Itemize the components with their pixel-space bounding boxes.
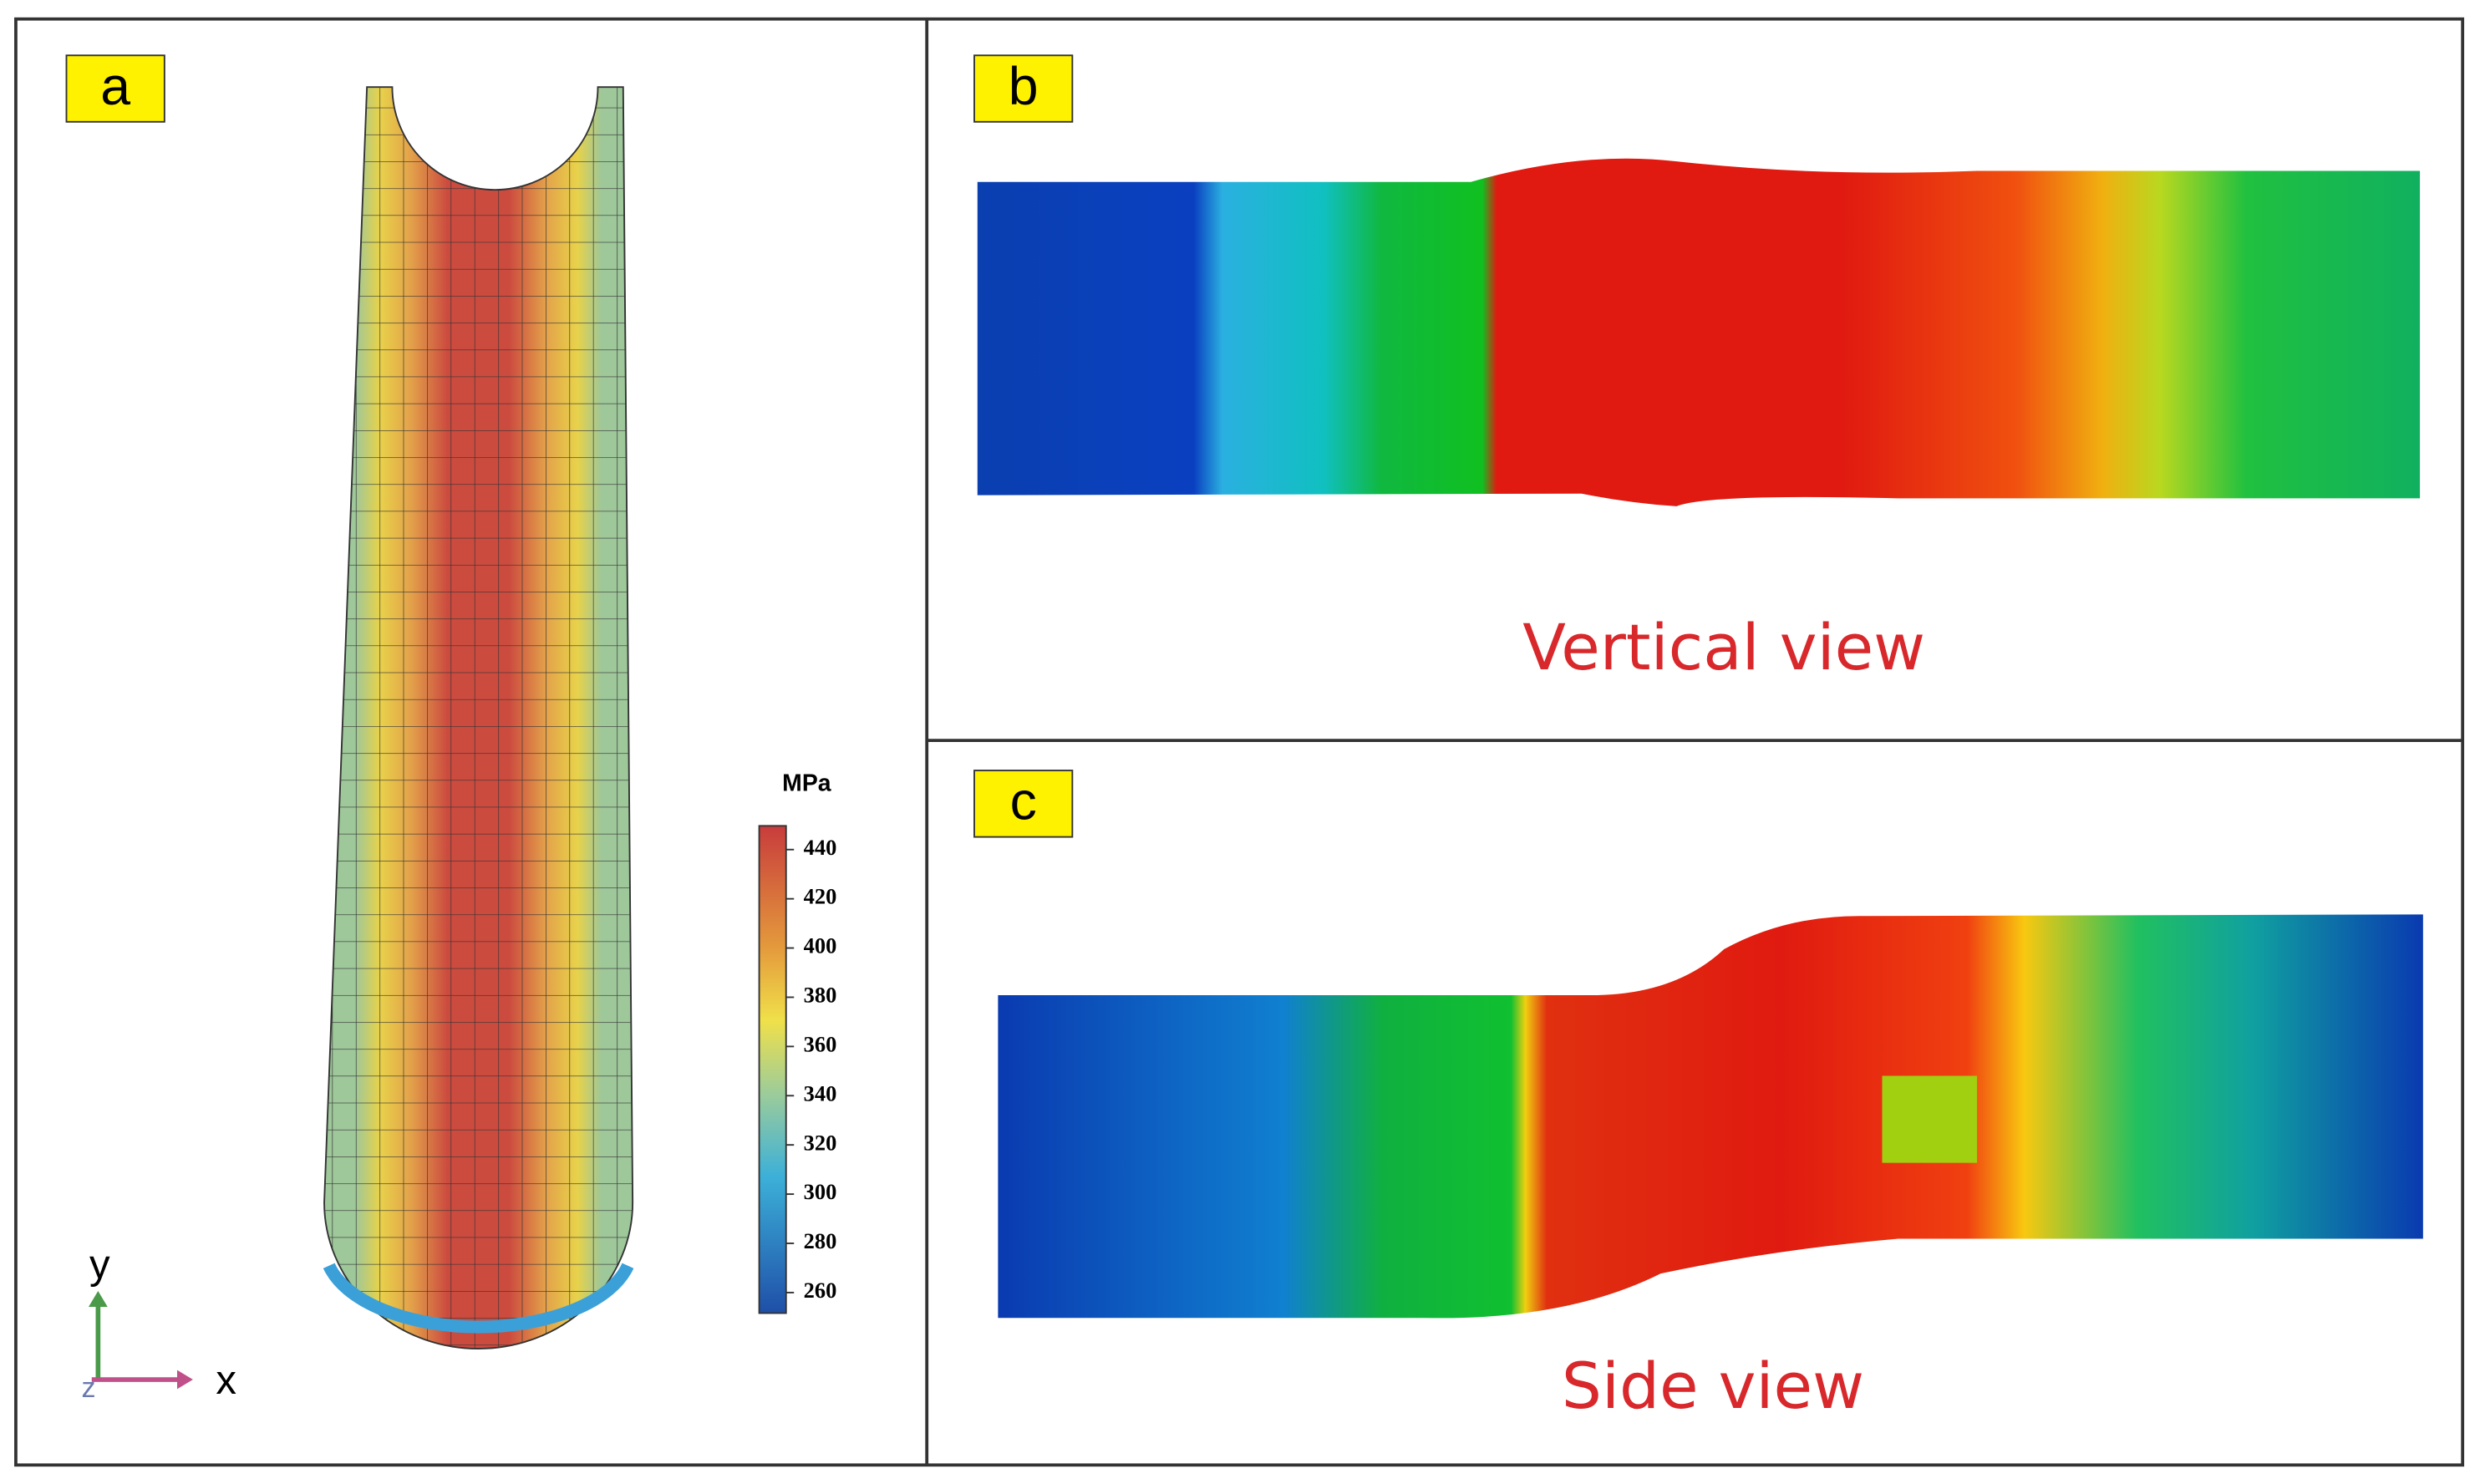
axis-label: x <box>216 1357 236 1403</box>
panel-label-box <box>65 54 165 123</box>
colorbar-tick-label: 300 <box>804 1179 837 1204</box>
colorbar-tick-label: 420 <box>804 884 837 909</box>
panel-c: c Side view <box>973 770 2423 1423</box>
colorbar-tick-label: 280 <box>804 1228 837 1253</box>
panel-label: b <box>1009 56 1039 116</box>
mesh <box>324 87 633 1349</box>
panel-a: a MPa 440 420 400 380 360 340 320 300 280 260 y x… <box>65 54 837 1404</box>
pipe-edge <box>323 1263 634 1334</box>
colorbar-tick-label: 360 <box>804 1031 837 1056</box>
panel-b: b Vertical view <box>973 54 2421 684</box>
colorbar-tick-label: 320 <box>804 1130 837 1155</box>
colorbar-tick-label: 260 <box>804 1278 837 1303</box>
panel-label: c <box>1010 771 1037 831</box>
colorbar-tick-label: 440 <box>804 835 837 860</box>
colorbar <box>758 825 787 1314</box>
pipe-vertical <box>977 158 2421 506</box>
caption: Side view <box>1562 1349 1864 1423</box>
stress-patch <box>1882 1075 1978 1163</box>
caption: Vertical view <box>1522 611 1925 684</box>
pipe-side <box>998 914 2423 1319</box>
panel-label: a <box>100 56 130 116</box>
colorbar-unit: MPa <box>782 770 831 797</box>
panel-label-box <box>973 770 1074 838</box>
arrow-head <box>177 1370 193 1390</box>
panel-label-box <box>973 54 1074 123</box>
colorbar-tick-label: 340 <box>804 1080 837 1105</box>
arrow-head <box>89 1291 108 1307</box>
axis-label: z <box>81 1372 95 1404</box>
colorbar-tick-label: 380 <box>804 983 837 1008</box>
colorbar-tick-label: 400 <box>804 933 837 958</box>
axis-label: y <box>89 1242 110 1288</box>
